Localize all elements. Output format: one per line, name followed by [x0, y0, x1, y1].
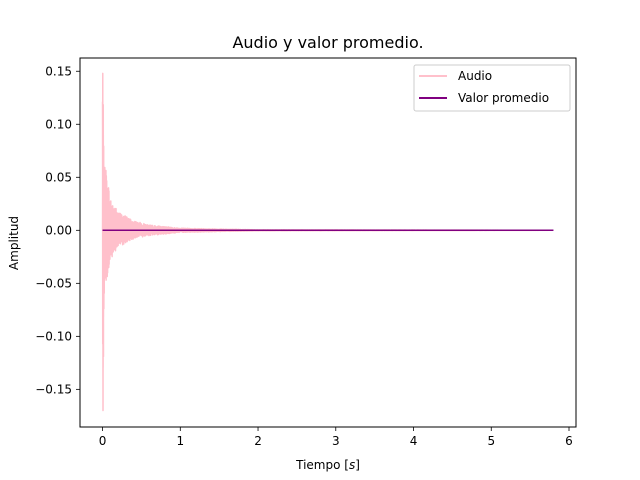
y-tick-label: −0.15	[35, 382, 72, 396]
x-tick-label: 2	[254, 434, 262, 448]
y-tick-label: 0.05	[45, 170, 72, 184]
legend: Audio Valor promedio	[413, 64, 571, 112]
y-tick-label: −0.10	[35, 329, 72, 343]
x-tick-label: 3	[332, 434, 340, 448]
legend-label-audio: Audio	[458, 69, 492, 83]
x-tick-label: 0	[99, 434, 107, 448]
x-axis-label-suffix: ]	[355, 458, 360, 472]
x-axis-label-prefix: Tiempo [	[295, 458, 349, 472]
y-tick-label: −0.05	[35, 276, 72, 290]
plot-layer	[101, 72, 555, 412]
y-tick-label: 0.00	[45, 223, 72, 237]
x-tick-label: 4	[410, 434, 418, 448]
legend-label-valor-promedio: Valor promedio	[458, 91, 549, 105]
plot-area	[101, 72, 555, 412]
y-tick-label: 0.10	[45, 117, 72, 131]
x-axis-label-unit: s	[349, 458, 355, 472]
chart-title: Audio y valor promedio.	[232, 33, 423, 52]
y-axis-label: Amplitud	[7, 216, 21, 270]
x-axis-label: Tiempo [s]	[295, 458, 360, 472]
y-tick-label: 0.15	[45, 64, 72, 78]
legend-box	[413, 64, 571, 112]
x-tick-label: 6	[565, 434, 573, 448]
axes-frame	[79, 57, 577, 428]
x-tick-label: 1	[176, 434, 184, 448]
ticks-layer: 0 1 2 3 4 5 6 −0.15 −0.10 −0.05 0.00 0.05 0.10 0.15	[35, 64, 573, 448]
x-tick-label: 5	[487, 434, 495, 448]
